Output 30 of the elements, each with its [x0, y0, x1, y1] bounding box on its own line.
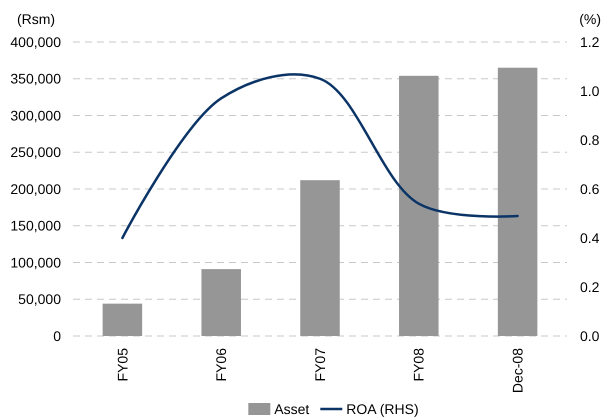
y2-axis-title: (%)	[579, 11, 601, 27]
y2-tick-label: 0.4	[580, 230, 600, 246]
bar	[399, 76, 439, 336]
x-tick-label: Dec-08	[510, 348, 526, 394]
y-tick-label: 0	[53, 328, 62, 344]
legend-label: Asset	[274, 400, 310, 417]
y-tick-label: 250,000	[10, 144, 62, 160]
y2-tick-label: 0.8	[580, 132, 600, 148]
y-tick-label: 100,000	[10, 254, 62, 270]
legend-label: ROA (RHS)	[346, 400, 419, 417]
y2-tick-label: 0.6	[580, 180, 600, 197]
x-tick-label: FY06	[213, 348, 230, 382]
y2-tick-label: 0.2	[580, 278, 600, 295]
bar	[102, 304, 142, 336]
y2-tick-label: 1.0	[580, 82, 600, 99]
y-tick-label: 150,000	[10, 218, 62, 234]
y-axis-title: (Rsm)	[16, 11, 56, 27]
x-tick-label: FY05	[114, 348, 130, 382]
y2-tick-label: 0.0	[580, 328, 600, 344]
bar	[300, 180, 340, 336]
y-tick-label: 350,000	[10, 70, 62, 87]
y-tick-label: 50,000	[18, 291, 62, 308]
y-tick-label: 300,000	[10, 107, 62, 124]
y-tick-label: 200,000	[10, 180, 62, 197]
bar	[498, 68, 538, 336]
bar	[201, 269, 241, 336]
y-tick-label: 400,000	[10, 34, 62, 50]
x-tick-label: FY07	[312, 348, 328, 382]
x-tick-label: FY08	[410, 348, 427, 382]
y2-tick-label: 1.2	[580, 34, 600, 50]
